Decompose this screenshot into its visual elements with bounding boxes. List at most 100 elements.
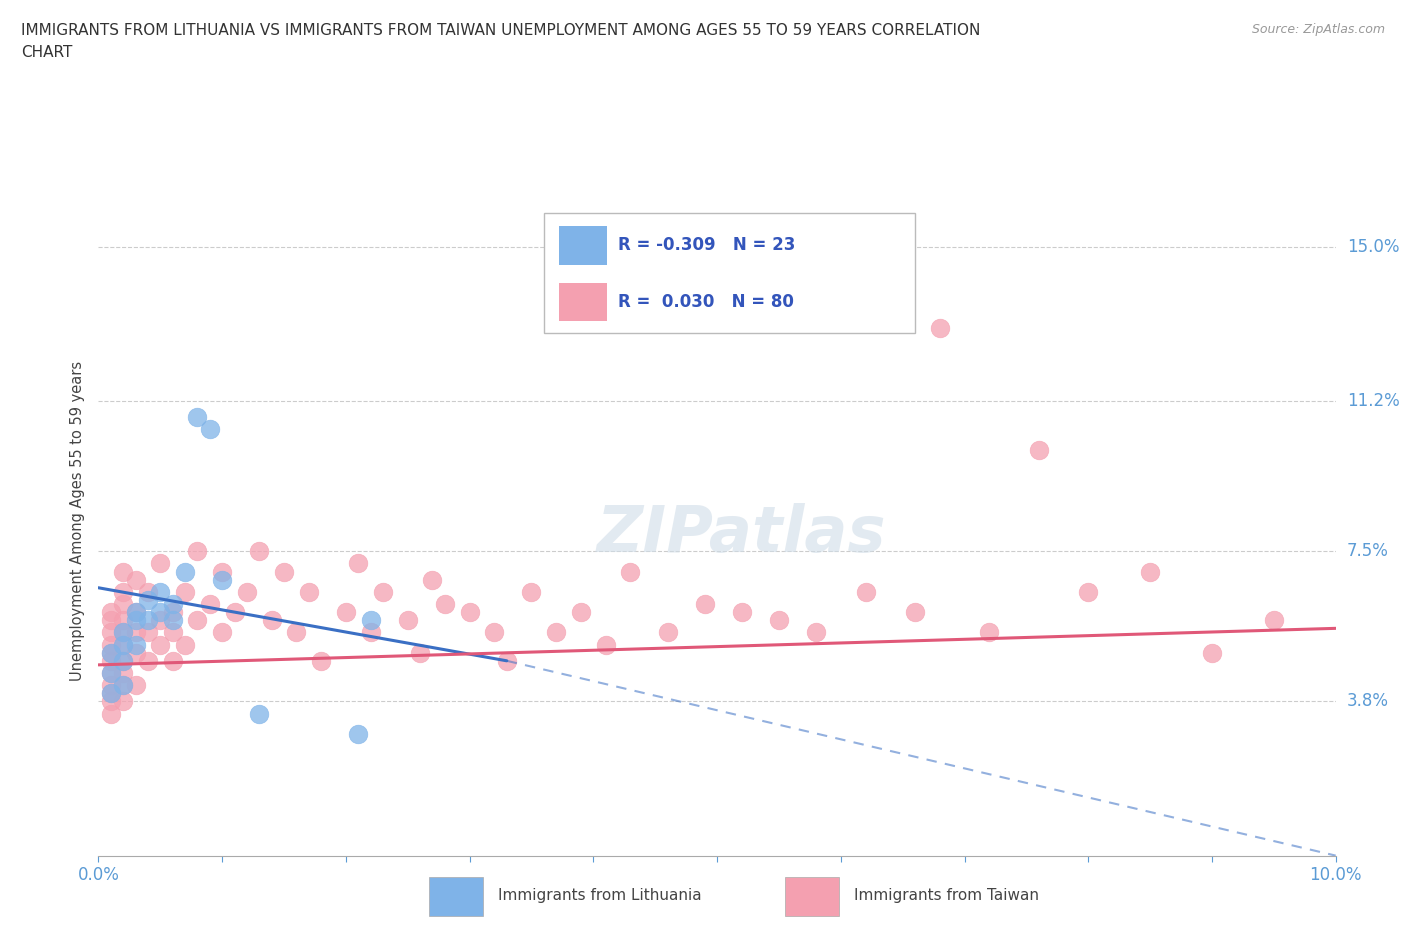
Point	[136, 613, 159, 628]
Point	[422, 572, 444, 587]
Text: 15.0%: 15.0%	[1347, 238, 1399, 256]
Point	[112, 596, 135, 611]
Point	[100, 694, 122, 709]
Point	[619, 565, 641, 579]
Point	[693, 596, 716, 611]
Point	[433, 596, 456, 611]
Point	[174, 637, 197, 652]
Point	[100, 666, 122, 681]
Point	[124, 637, 146, 652]
Point	[495, 654, 517, 669]
Point	[124, 678, 146, 693]
Point	[112, 678, 135, 693]
Point	[546, 625, 568, 640]
Point	[124, 604, 146, 619]
Point	[396, 613, 419, 628]
Point	[149, 637, 172, 652]
Point	[100, 604, 122, 619]
Point	[1139, 565, 1161, 579]
Point	[335, 604, 357, 619]
Point	[804, 625, 827, 640]
Point	[124, 625, 146, 640]
Point	[112, 584, 135, 599]
Point	[112, 625, 135, 640]
Point	[211, 572, 233, 587]
Point	[347, 556, 370, 571]
FancyBboxPatch shape	[558, 226, 607, 265]
Point	[136, 584, 159, 599]
Point	[371, 584, 394, 599]
Point	[112, 565, 135, 579]
Y-axis label: Unemployment Among Ages 55 to 59 years: Unemployment Among Ages 55 to 59 years	[70, 361, 86, 681]
Text: Source: ZipAtlas.com: Source: ZipAtlas.com	[1251, 23, 1385, 36]
FancyBboxPatch shape	[785, 877, 839, 915]
Point	[124, 604, 146, 619]
Point	[112, 666, 135, 681]
Point	[112, 654, 135, 669]
Point	[186, 544, 208, 559]
Point	[347, 726, 370, 741]
Point	[595, 637, 617, 652]
Text: Immigrants from Taiwan: Immigrants from Taiwan	[855, 887, 1039, 903]
Point	[100, 678, 122, 693]
Point	[569, 604, 592, 619]
Point	[162, 596, 184, 611]
Point	[768, 613, 790, 628]
Point	[904, 604, 927, 619]
Text: 11.2%: 11.2%	[1347, 392, 1399, 410]
FancyBboxPatch shape	[558, 283, 607, 321]
Point	[360, 625, 382, 640]
Point	[979, 625, 1001, 640]
Point	[211, 625, 233, 640]
FancyBboxPatch shape	[544, 213, 915, 333]
Text: R =  0.030   N = 80: R = 0.030 N = 80	[619, 293, 794, 311]
Point	[162, 625, 184, 640]
Point	[657, 625, 679, 640]
Point	[236, 584, 259, 599]
Point	[1201, 645, 1223, 660]
Point	[136, 654, 159, 669]
Point	[186, 613, 208, 628]
Text: 3.8%: 3.8%	[1347, 693, 1389, 711]
Point	[409, 645, 432, 660]
Point	[149, 584, 172, 599]
Point	[100, 625, 122, 640]
Point	[124, 613, 146, 628]
Point	[100, 645, 122, 660]
Text: ZIPatlas: ZIPatlas	[598, 503, 887, 565]
Point	[124, 572, 146, 587]
Point	[1028, 443, 1050, 458]
Point	[100, 666, 122, 681]
Point	[360, 613, 382, 628]
Text: 7.5%: 7.5%	[1347, 542, 1389, 560]
Point	[285, 625, 308, 640]
Point	[198, 596, 221, 611]
Point	[162, 613, 184, 628]
Point	[198, 422, 221, 437]
Point	[112, 654, 135, 669]
Point	[136, 592, 159, 607]
Point	[112, 637, 135, 652]
Point	[458, 604, 481, 619]
Text: Immigrants from Lithuania: Immigrants from Lithuania	[499, 887, 702, 903]
Point	[309, 654, 332, 669]
Point	[100, 637, 122, 652]
Point	[112, 637, 135, 652]
Point	[211, 565, 233, 579]
Text: CHART: CHART	[21, 45, 73, 60]
Point	[731, 604, 754, 619]
Point	[100, 706, 122, 721]
Point	[149, 613, 172, 628]
Point	[298, 584, 321, 599]
Point	[186, 410, 208, 425]
Point	[260, 613, 283, 628]
Point	[174, 584, 197, 599]
Point	[1077, 584, 1099, 599]
Point	[247, 706, 270, 721]
Point	[100, 613, 122, 628]
Point	[484, 625, 506, 640]
Point	[124, 645, 146, 660]
Text: IMMIGRANTS FROM LITHUANIA VS IMMIGRANTS FROM TAIWAN UNEMPLOYMENT AMONG AGES 55 T: IMMIGRANTS FROM LITHUANIA VS IMMIGRANTS …	[21, 23, 980, 38]
Point	[112, 678, 135, 693]
Point	[247, 544, 270, 559]
